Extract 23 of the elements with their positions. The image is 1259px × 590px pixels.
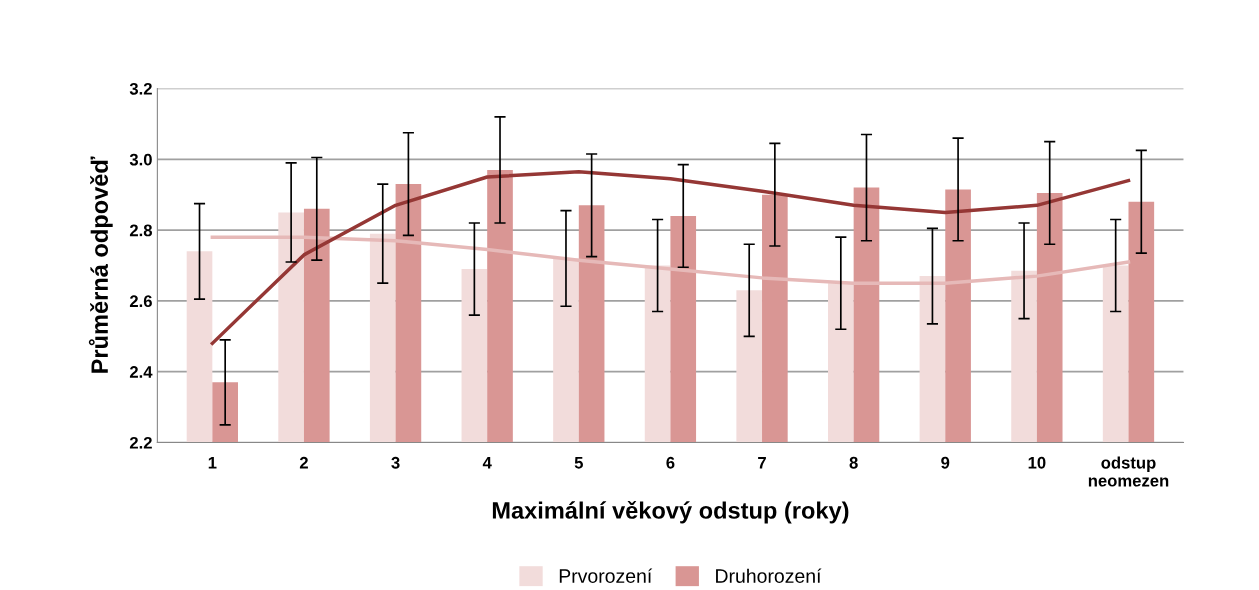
x-tick-label: 7 <box>758 457 766 469</box>
y-tick-label: 2.4 <box>129 366 153 378</box>
x-tick-label: 9 <box>941 456 950 469</box>
x-tick-label: 4 <box>482 457 492 469</box>
x-tick-label: 5 <box>574 457 583 469</box>
y-axis-title: Průměrná odpověď <box>88 156 113 373</box>
x-tick-label: 2 <box>299 456 308 469</box>
legend-label: Prvorození <box>559 568 653 583</box>
x-tick-label: 10 <box>1028 456 1046 469</box>
x-tick-label: 3 <box>391 456 400 469</box>
line-series <box>210 169 1131 346</box>
x-tick-label: 6 <box>666 456 675 469</box>
y-tick-label: 2.6 <box>129 295 152 308</box>
y-tick-label: 2.2 <box>129 436 152 449</box>
y-tick-label: 2.8 <box>129 224 152 237</box>
line-series <box>210 235 1131 285</box>
y-tick-label: 3.2 <box>129 82 152 95</box>
x-tick-label: 8 <box>849 456 858 469</box>
x-tick-label: odstup neomezen <box>1088 456 1169 487</box>
x-axis-title: Maximální věkový odstup (roky) <box>492 500 849 524</box>
legend-label: Druhorození <box>716 568 822 583</box>
y-tick-label: 3.0 <box>129 153 152 166</box>
x-tick-label: 1 <box>208 457 217 469</box>
